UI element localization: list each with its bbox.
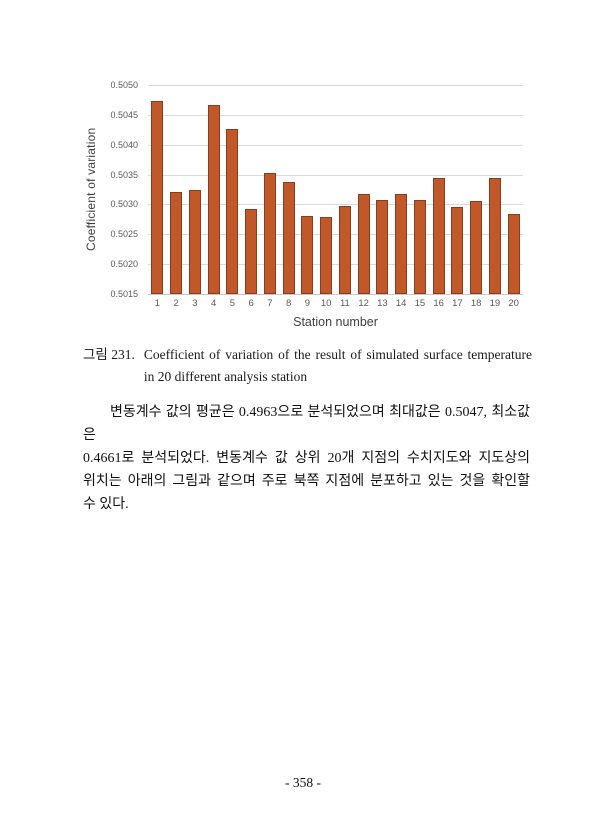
paragraph-line: 위치는 아래의 그림과 같으며 주로 북쪽 지점에 분포하고 있는 것을 확인할 xyxy=(83,474,530,489)
bar-slot xyxy=(261,85,280,294)
bar-station-7 xyxy=(263,172,276,294)
x-tick-label: 12 xyxy=(358,298,369,309)
bar-station-13 xyxy=(376,199,389,294)
bar-station-10 xyxy=(320,216,333,294)
x-tick-label: 16 xyxy=(433,298,444,309)
x-tick-label: 15 xyxy=(414,298,426,309)
x-tick-label: 18 xyxy=(470,298,482,309)
x-tick-label: 3 xyxy=(192,298,198,309)
x-tick-label: 5 xyxy=(229,298,236,309)
bar-slot xyxy=(429,85,448,294)
body-paragraph: 변동계수 값의 평균은 0.4963으로 분석되었으며 최대값은 0.5047,… xyxy=(83,401,530,516)
y-axis-tick-labels: 0.5050 0.5045 0.5040 0.5035 0.5030 0.5025 0.50… xyxy=(90,80,143,299)
bar-station-16 xyxy=(432,178,445,294)
y-tick-label: 0.5030 xyxy=(110,199,138,210)
bar-station-15 xyxy=(413,200,426,294)
x-tick-label: 10 xyxy=(320,298,332,309)
gridline xyxy=(148,144,523,146)
y-tick-label: 0.5035 xyxy=(110,169,138,180)
bar-slot xyxy=(486,85,505,294)
bar-slot xyxy=(242,85,261,294)
y-tick-label: 0.5015 xyxy=(110,289,138,299)
x-axis-title: Station number xyxy=(293,315,378,329)
x-axis-tick-labels: 1 2 3 4 5 6 7 8 9 10 11 12 13 14 15 16 17 18 19 20 xyxy=(148,298,523,309)
y-tick-label: 0.5025 xyxy=(110,229,138,240)
figure-caption-line: in 20 different analysis station xyxy=(143,369,308,384)
bar-station-19 xyxy=(488,177,501,294)
figure-caption: 그림 231. Coefficient of variation of the … xyxy=(83,344,532,388)
x-tick-label: 11 xyxy=(339,298,350,309)
paragraph-line: 수 있다. xyxy=(83,497,129,512)
x-tick-label: 4 xyxy=(210,298,217,309)
bar-station-18 xyxy=(470,201,483,294)
x-tick-label: 1 xyxy=(154,298,161,309)
bar-station-11 xyxy=(338,205,351,294)
bar-station-5 xyxy=(226,128,239,294)
gridline xyxy=(148,85,523,86)
bar-slot xyxy=(411,85,430,294)
bar-slot xyxy=(223,85,242,294)
y-tick-label: 0.5050 xyxy=(110,80,138,90)
gridline xyxy=(148,174,523,176)
bar-station-4 xyxy=(207,105,220,294)
bar-slot xyxy=(448,85,467,294)
bar-series xyxy=(148,85,523,294)
bar-station-14 xyxy=(395,193,408,294)
page-number: - 358 - xyxy=(285,775,321,790)
y-tick-label: 0.5040 xyxy=(110,139,138,150)
bar-slot xyxy=(148,85,167,294)
chart-plot-area xyxy=(148,85,523,295)
bar-slot xyxy=(504,85,523,294)
x-tick-label: 8 xyxy=(285,298,292,309)
x-tick-label: 2 xyxy=(173,298,179,309)
figure-chart: Coefficient of variation 0.5050 0.5045 0.5… xyxy=(84,76,537,334)
x-tick-label: 14 xyxy=(395,298,407,309)
y-tick-label: 0.5020 xyxy=(110,259,138,270)
paragraph-line: 0.4661로 분석되었다. 변동계수 값 상위 20개 지점의 수치지도와 지… xyxy=(83,451,530,466)
bar-station-17 xyxy=(451,206,464,294)
bar-station-9 xyxy=(301,216,314,294)
bar-slot xyxy=(373,85,392,294)
bar-station-2 xyxy=(170,191,183,294)
bar-slot xyxy=(354,85,373,294)
gridline xyxy=(148,204,523,206)
bar-station-1 xyxy=(151,101,164,294)
x-tick-label: 7 xyxy=(267,298,273,309)
bar-slot xyxy=(317,85,336,294)
gridline xyxy=(148,264,523,266)
gridline xyxy=(148,114,523,116)
paragraph-line: 변동계수 값의 평균은 0.4963으로 분석되었으며 최대값은 0.5047,… xyxy=(83,405,530,443)
bar-station-8 xyxy=(282,181,295,294)
bar-slot xyxy=(167,85,186,294)
bar-station-20 xyxy=(507,213,520,294)
x-tick-label: 9 xyxy=(304,298,311,309)
gridline xyxy=(148,294,523,295)
figure-caption-text: Coefficient of variation of the result o… xyxy=(144,344,532,388)
bar-slot xyxy=(392,85,411,294)
bar-slot xyxy=(298,85,317,294)
bar-station-12 xyxy=(357,194,370,294)
x-tick-label: 17 xyxy=(452,298,463,309)
figure-caption-label: 그림 231. xyxy=(83,347,135,362)
x-tick-label: 6 xyxy=(248,298,254,309)
bar-slot xyxy=(467,85,486,294)
bar-slot xyxy=(186,85,205,294)
bar-station-3 xyxy=(188,190,201,294)
x-tick-label: 20 xyxy=(508,298,519,309)
bar-station-6 xyxy=(245,209,258,294)
x-tick-label: 13 xyxy=(377,298,388,309)
x-tick-label: 19 xyxy=(489,298,501,309)
bar-slot xyxy=(279,85,298,294)
y-tick-label: 0.5045 xyxy=(110,109,138,120)
bar-slot xyxy=(336,85,355,294)
bar-slot xyxy=(204,85,223,294)
figure-caption-line: Coefficient of variation of the result o… xyxy=(143,347,532,362)
gridline xyxy=(148,234,523,236)
